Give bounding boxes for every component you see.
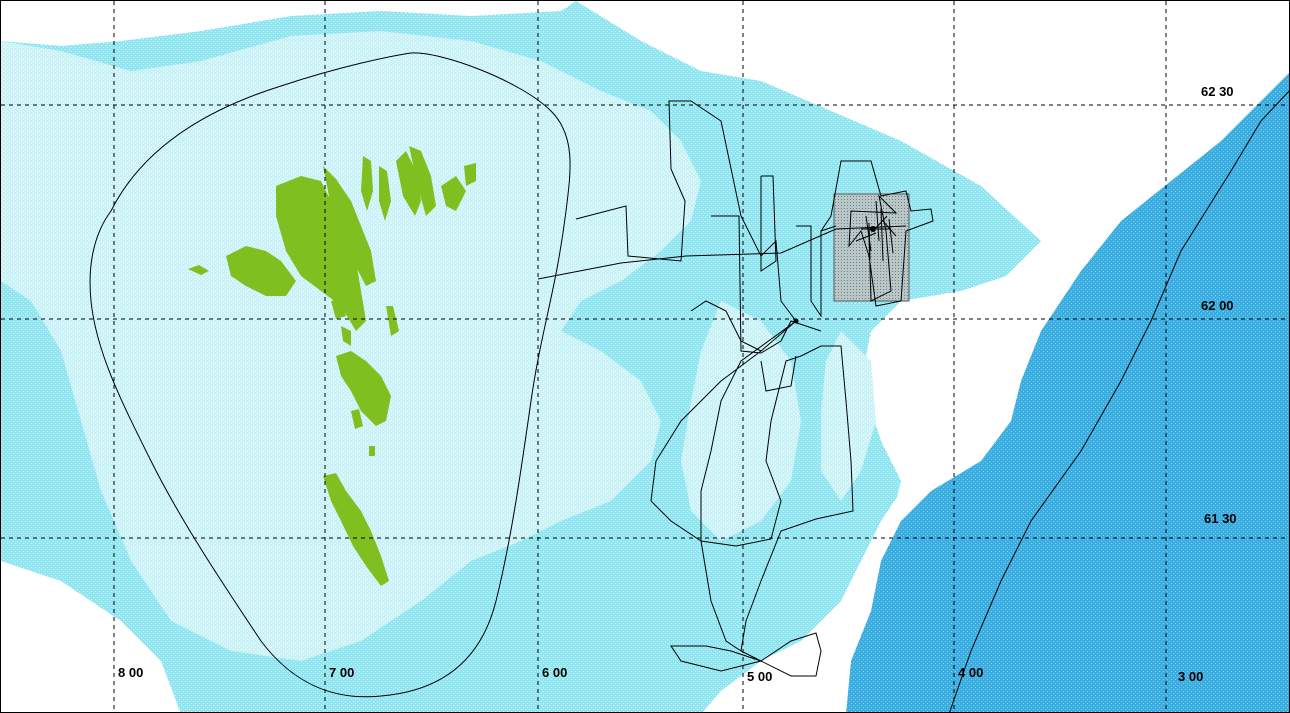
deep-water-area (846, 73, 1289, 712)
island-dimun (369, 446, 375, 456)
island-streymoy (276, 176, 366, 331)
shelf-light-area-3 (821, 331, 876, 501)
open-water-sw (1, 561, 181, 712)
lon-label-8: 8 00 (118, 665, 143, 680)
lon-label-5: 5 00 (747, 669, 772, 684)
open-water-center (576, 1, 1289, 471)
island-kalsoy (361, 156, 373, 211)
island-sandoy (336, 351, 391, 426)
survey-center-marker[interactable] (870, 226, 876, 232)
lon-label-4: 4 00 (958, 665, 983, 680)
transit-track[interactable] (949, 89, 1290, 713)
island-fugloy (464, 163, 476, 186)
island-vagar (226, 246, 296, 296)
island-eysturoy (323, 166, 376, 286)
island-hestur (341, 326, 351, 346)
open-water-south (702, 471, 921, 712)
lon-label-3: 3 00 (1178, 669, 1203, 684)
survey-box[interactable] (833, 193, 910, 302)
island-kunoy (379, 166, 391, 221)
faroe-islands (188, 146, 476, 586)
island-mykines (188, 265, 209, 275)
graticule-labels: 8 00 7 00 6 00 5 00 4 00 3 00 62 30 62 0… (118, 84, 1237, 684)
island-nolsoy (386, 306, 399, 336)
island-skuvoy (351, 409, 363, 429)
survey-track[interactable] (537, 100, 934, 677)
lat-label-61-30: 61 30 (1204, 511, 1237, 526)
island-koltur (331, 299, 346, 319)
lat-label-62-30: 62 30 (1201, 84, 1234, 99)
island-suduroy (323, 473, 389, 586)
island-bordoy (396, 151, 421, 216)
lat-label-62-00: 62 00 (1201, 298, 1234, 313)
shelf-light-area-2 (681, 301, 801, 541)
open-water-nw (1, 1, 576, 46)
island-svinoy (441, 176, 466, 211)
island-vidoy (409, 146, 436, 216)
lon-label-6: 6 00 (542, 665, 567, 680)
lon-label-7: 7 00 (329, 665, 354, 680)
track-junction-marker[interactable] (793, 318, 799, 324)
circuit-track[interactable] (89, 52, 571, 698)
